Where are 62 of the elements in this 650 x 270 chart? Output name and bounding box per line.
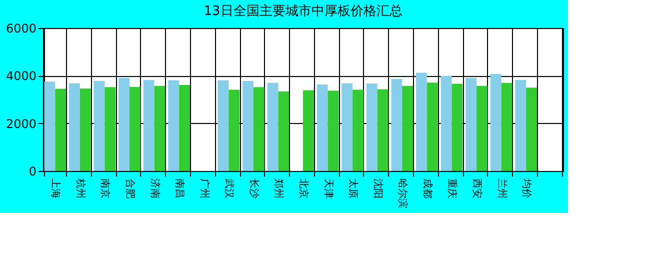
x-tick-label: 南京 [99, 178, 112, 198]
y-tick-label: 4000 [6, 69, 36, 84]
x-tick-label: 上海 [50, 178, 62, 198]
bar [377, 89, 388, 171]
bar [228, 90, 240, 171]
chart-title: 13日全国主要城市中厚板价格汇总 [204, 3, 402, 19]
x-tick-label: 太原 [347, 178, 360, 198]
x-tick-label: 济南 [148, 178, 161, 198]
y-tick-label: 0 [28, 164, 36, 178]
bar [278, 91, 290, 171]
bar [526, 88, 537, 171]
bar [416, 72, 427, 171]
x-tick-label: 长沙 [248, 178, 260, 198]
bar [80, 88, 91, 171]
bar [402, 86, 414, 171]
x-tick-label: 均价 [520, 178, 533, 198]
x-tick-label: 哈尔滨 [396, 178, 409, 208]
bar [366, 84, 378, 171]
bar [352, 90, 364, 171]
bar [501, 82, 512, 171]
bar [316, 84, 328, 171]
bar [490, 74, 502, 171]
bar [342, 83, 353, 171]
x-tick-label: 天津 [322, 178, 334, 198]
bar [130, 86, 140, 171]
x-tick-label: 成都 [421, 178, 434, 198]
bar [466, 78, 476, 171]
bar [179, 84, 190, 171]
x-tick-label: 广州 [198, 178, 210, 198]
x-tick-label: 南昌 [174, 178, 186, 198]
bar [154, 86, 166, 171]
bar [267, 82, 278, 171]
bar [515, 80, 526, 171]
bar [69, 83, 80, 171]
bar [426, 82, 438, 171]
bar [328, 90, 339, 171]
bar [44, 82, 56, 171]
y-tick-label: 2000 [6, 116, 36, 131]
bar [440, 76, 452, 171]
bar [476, 86, 488, 171]
x-tick-label: 合肥 [124, 178, 136, 198]
bar [242, 80, 254, 171]
bar [253, 87, 264, 171]
x-tick-label: 沈阳 [372, 178, 384, 198]
bar [452, 84, 463, 171]
x-tick-label: 武汉 [223, 178, 236, 198]
bar [94, 80, 105, 171]
bar [55, 88, 66, 171]
bar [218, 80, 229, 171]
bar [104, 87, 116, 171]
x-tick-label: 重庆 [446, 178, 458, 198]
x-tick-label: 杭州 [74, 178, 86, 198]
bar [168, 80, 180, 171]
x-tick-label: 郑州 [272, 178, 285, 198]
bar [143, 80, 154, 171]
x-tick-label: 兰州 [496, 178, 508, 198]
bar [303, 90, 314, 171]
bar [391, 79, 402, 171]
bar [118, 78, 130, 171]
x-tick-label: 北京 [298, 178, 310, 198]
y-tick-label: 6000 [6, 22, 36, 36]
x-tick-label: 西安 [471, 178, 483, 198]
